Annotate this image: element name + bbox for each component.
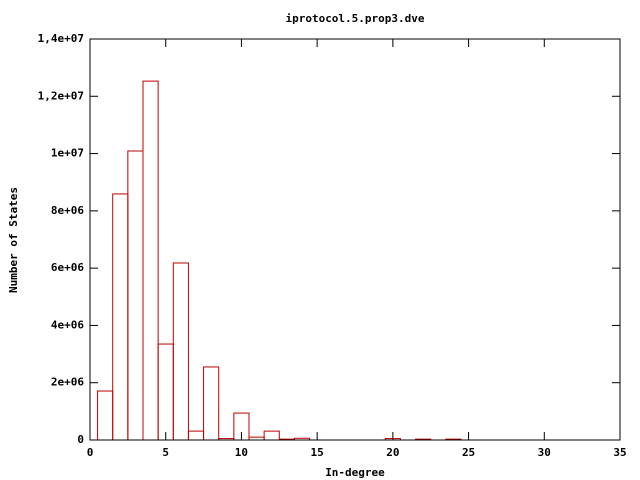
- x-tick-label: 20: [386, 446, 399, 459]
- y-tick-label: 0: [77, 433, 84, 446]
- y-tick-label: 6e+06: [51, 261, 84, 274]
- x-tick-label: 10: [235, 446, 248, 459]
- x-tick-label: 15: [311, 446, 324, 459]
- x-tick-label: 30: [538, 446, 551, 459]
- y-tick-label: 2e+06: [51, 376, 84, 389]
- y-tick-label: 8e+06: [51, 204, 84, 217]
- x-tick-label: 25: [462, 446, 475, 459]
- x-axis-label: In-degree: [325, 466, 385, 479]
- y-tick-label: 1,4e+07: [38, 32, 84, 45]
- plot-border: [89, 38, 621, 441]
- y-tick-label: 1,2e+07: [38, 89, 84, 102]
- chart-title: iprotocol.5.prop3.dve: [285, 12, 424, 25]
- y-axis-label: Number of States: [7, 187, 20, 293]
- y-tick-label: 1e+07: [51, 147, 84, 160]
- x-tick-label: 35: [613, 446, 626, 459]
- x-tick-label: 5: [162, 446, 169, 459]
- x-tick-label: 0: [87, 446, 94, 459]
- y-tick-label: 4e+06: [51, 318, 84, 331]
